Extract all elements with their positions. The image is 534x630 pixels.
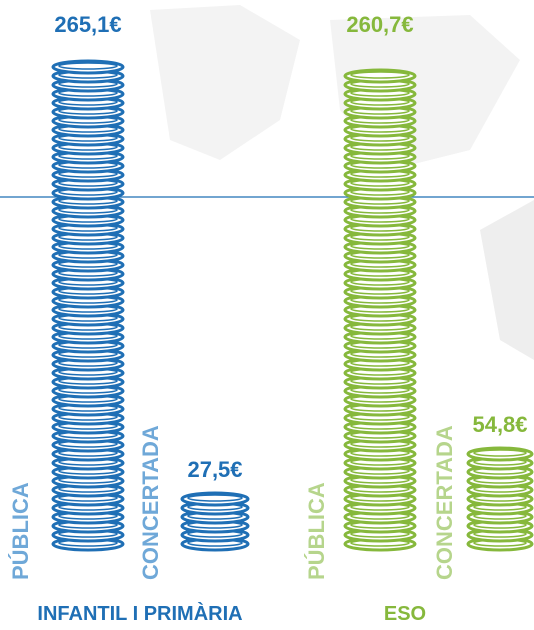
category-label: CONCERTADA [138, 425, 163, 580]
category-label: CONCERTADA [432, 425, 457, 580]
value-label: 260,7€ [346, 12, 413, 37]
coin-stack [343, 68, 417, 552]
category-label: PÚBLICA [8, 482, 33, 580]
coin-stack [466, 446, 534, 552]
coin-stack [51, 59, 125, 552]
value-label: 265,1€ [54, 12, 121, 37]
value-label: 54,8€ [472, 412, 527, 437]
category-label: PÚBLICA [304, 482, 329, 580]
group-label: INFANTIL I PRIMÀRIA [37, 602, 242, 625]
coin-rim [58, 62, 118, 70]
coin-stack [180, 491, 250, 552]
value-label: 27,5€ [187, 457, 242, 482]
group-label: ESO [384, 603, 426, 625]
coin-rim [187, 494, 243, 502]
coin-rim [473, 449, 527, 457]
coin-rim [350, 71, 410, 79]
